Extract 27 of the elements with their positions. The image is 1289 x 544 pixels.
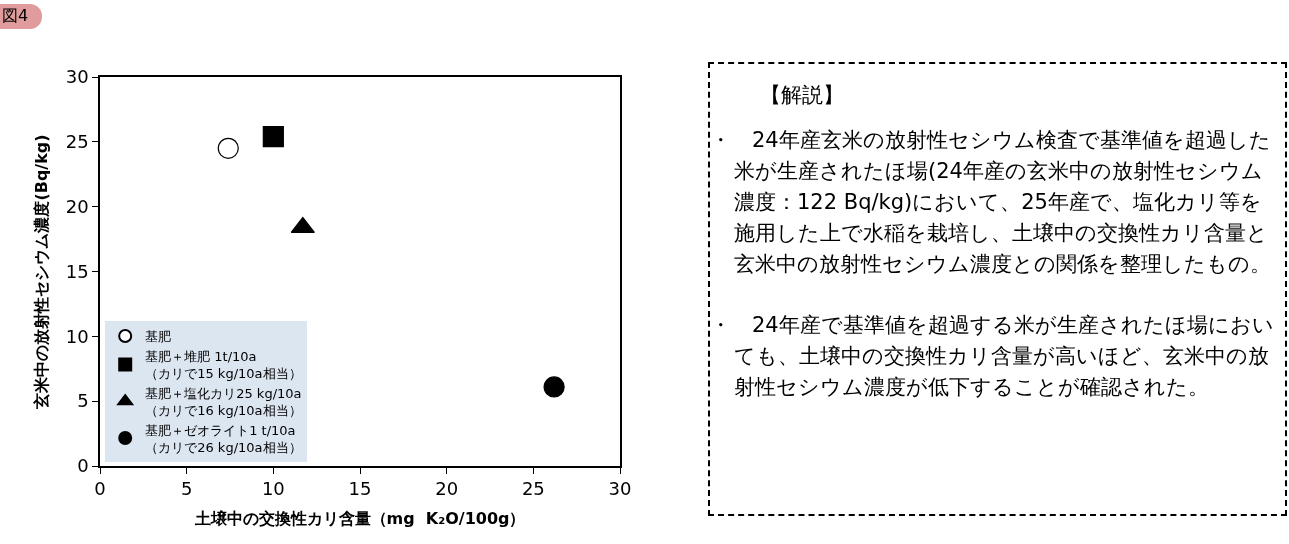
legend-label: 基肥＋塩化カリ25 kg/10a （カリで16 kg/10a相当） (145, 385, 302, 418)
caption: 図4 (0, 4, 43, 29)
x-tick-label: 30 (608, 478, 632, 500)
legend-label: 基肥＋ゼオライト1 t/10a （カリで26 kg/10a相当） (145, 422, 302, 455)
point (543, 376, 565, 398)
y-tick-label: 5 (77, 390, 89, 412)
y-tick-label: 15 (65, 260, 89, 282)
x-tick-label: 10 (261, 478, 285, 500)
text: ・ 24年産で基準値を超過する米が生産されたほ場においても、土壌中の交換性カリ含量が高いほど、玄米中の放射性セシウム濃度が低下することが確認された。 (710, 312, 1275, 401)
text: 【解説】 (759, 82, 845, 109)
text: ・ 24年産玄米の放射性セシウム検査で基準値を超過した米が生産されたほ場(24年産の玄米中の放射性セシウム濃度：122 Bq/kg)において、25年産で、塩化カリ等を施用した上で水稲を栽培し、土壌中の交換性カリ含量と玄米中の放射性セシウム濃度との関係を整理したもの。 (710, 127, 1272, 278)
y-tick-label: 20 (65, 195, 89, 217)
y-axis-title: 玄米中の放射性セシウム濃度(Bq/kg) (32, 134, 52, 410)
point (217, 137, 239, 159)
x-tick-label: 5 (180, 478, 193, 500)
y-tick-label: 30 (65, 66, 89, 88)
y-tick-label: 10 (65, 325, 89, 347)
x-tick-label: 15 (348, 478, 372, 500)
y-tick-label: 0 (77, 455, 89, 477)
point (262, 126, 284, 148)
x-tick-label: 0 (94, 478, 106, 500)
legend-label: 基肥 (145, 329, 172, 345)
x-tick-label: 25 (521, 478, 545, 500)
x-axis-title: 土壌中の交換性カリ含量（mg K₂O/100g） (193, 508, 526, 528)
y-tick-label: 25 (65, 131, 89, 153)
legend-label: 基肥＋堆肥 1t/10a （カリで15 kg/10a相当） (145, 349, 302, 381)
x-tick-label: 20 (435, 478, 459, 500)
